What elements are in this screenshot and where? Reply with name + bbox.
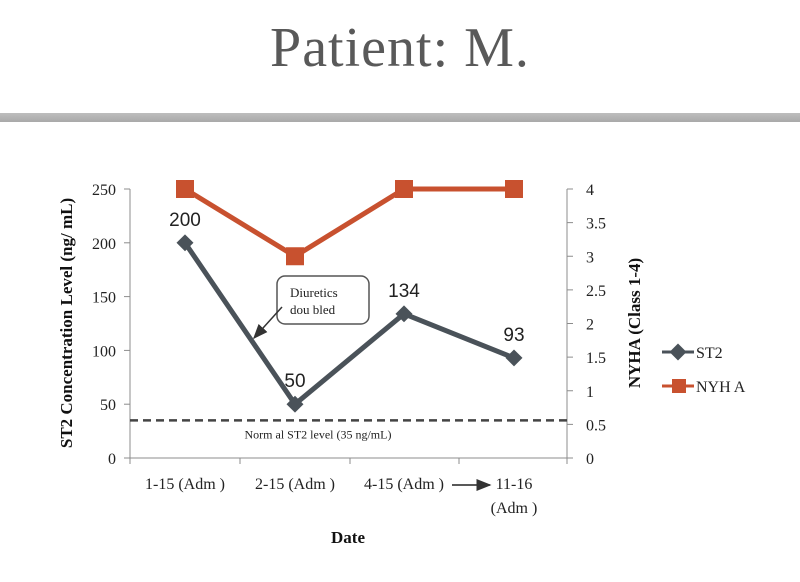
y-right-tick-label: 1.5 [586, 350, 606, 367]
nyha-point [395, 180, 413, 198]
nyha-point [505, 180, 523, 198]
x-tick-label: 4-15 (Adm ) [364, 476, 444, 493]
annotation-line-1: Diuretics [290, 285, 338, 300]
nyha-point [176, 180, 194, 198]
y-left-tick-label: 200 [92, 236, 116, 253]
normal-st2-reference-label: Norm al ST2 level (35 ng/mL) [245, 427, 392, 441]
y-right-tick-label: 0 [586, 451, 594, 468]
y-axis-left-ticks: 0 50 100 150 200 250 [92, 182, 130, 468]
st2-data-label: 200 [169, 210, 201, 231]
reference-line-group: Norm al ST2 level (35 ng/mL) [130, 419, 567, 441]
y-axis-left-title: ST2 Concentration Level (ng/ mL) [57, 198, 76, 448]
legend-item-nyha: NYH A [662, 379, 746, 396]
series-line-nyha [183, 186, 514, 259]
y-left-tick-label: 150 [92, 290, 116, 307]
title-divider [0, 113, 800, 122]
x-tick-label: (Adm ) [491, 500, 538, 517]
legend-item-st2: ST2 [662, 343, 723, 362]
st2-point [176, 234, 194, 252]
y-right-tick-label: 2 [586, 317, 594, 334]
legend-marker-nyha [672, 379, 686, 393]
y-left-tick-label: 50 [100, 397, 116, 414]
y-right-tick-label: 3.5 [586, 216, 606, 233]
series-layer: 200 50 134 93 [169, 180, 525, 413]
st2-data-label: 50 [284, 371, 305, 392]
nyha-point [286, 247, 304, 266]
st2-data-label: 93 [503, 325, 524, 346]
y-left-tick-label: 100 [92, 343, 116, 360]
y-axis-right-ticks: 0 0.5 1 1.5 2 2.5 3 3.5 4 [567, 182, 606, 468]
st2-point [286, 395, 304, 413]
legend-label-st2: ST2 [696, 345, 723, 362]
y-left-tick-label: 0 [108, 451, 116, 468]
legend: ST2 NYH A [662, 343, 746, 396]
y-right-tick-label: 2.5 [586, 283, 606, 300]
slide-title: Patient: M. [270, 17, 530, 79]
x-tick-label: 1-15 (Adm ) [145, 476, 225, 493]
annotation-line-2: dou bled [290, 302, 336, 317]
st2-point [395, 305, 413, 323]
st2-point [505, 349, 523, 367]
diuretics-annotation: Diuretics dou bled [252, 275, 370, 340]
x-axis-ticks: 1-15 (Adm ) 2-15 (Adm ) 4-15 (Adm ) 11-16 (A… [129, 458, 568, 517]
annotation-box [276, 275, 370, 325]
y-axis-right-title: NYHA (Class 1-4) [625, 258, 644, 388]
x-axis-title: Date [331, 528, 365, 547]
legend-marker-st2 [669, 343, 687, 361]
x-tick-label: 11-16 [496, 476, 533, 493]
y-right-tick-label: 1 [586, 384, 594, 401]
y-right-tick-label: 0.5 [586, 417, 606, 434]
y-left-tick-label: 250 [92, 182, 116, 199]
series-line-st2 [182, 241, 515, 407]
legend-label-nyha: NYH A [696, 379, 746, 396]
y-right-tick-label: 3 [586, 249, 594, 266]
x-tick-label: 2-15 (Adm ) [255, 476, 335, 493]
st2-data-label: 134 [388, 281, 420, 302]
y-right-tick-label: 4 [586, 182, 594, 199]
annotation-arrow [252, 306, 283, 340]
